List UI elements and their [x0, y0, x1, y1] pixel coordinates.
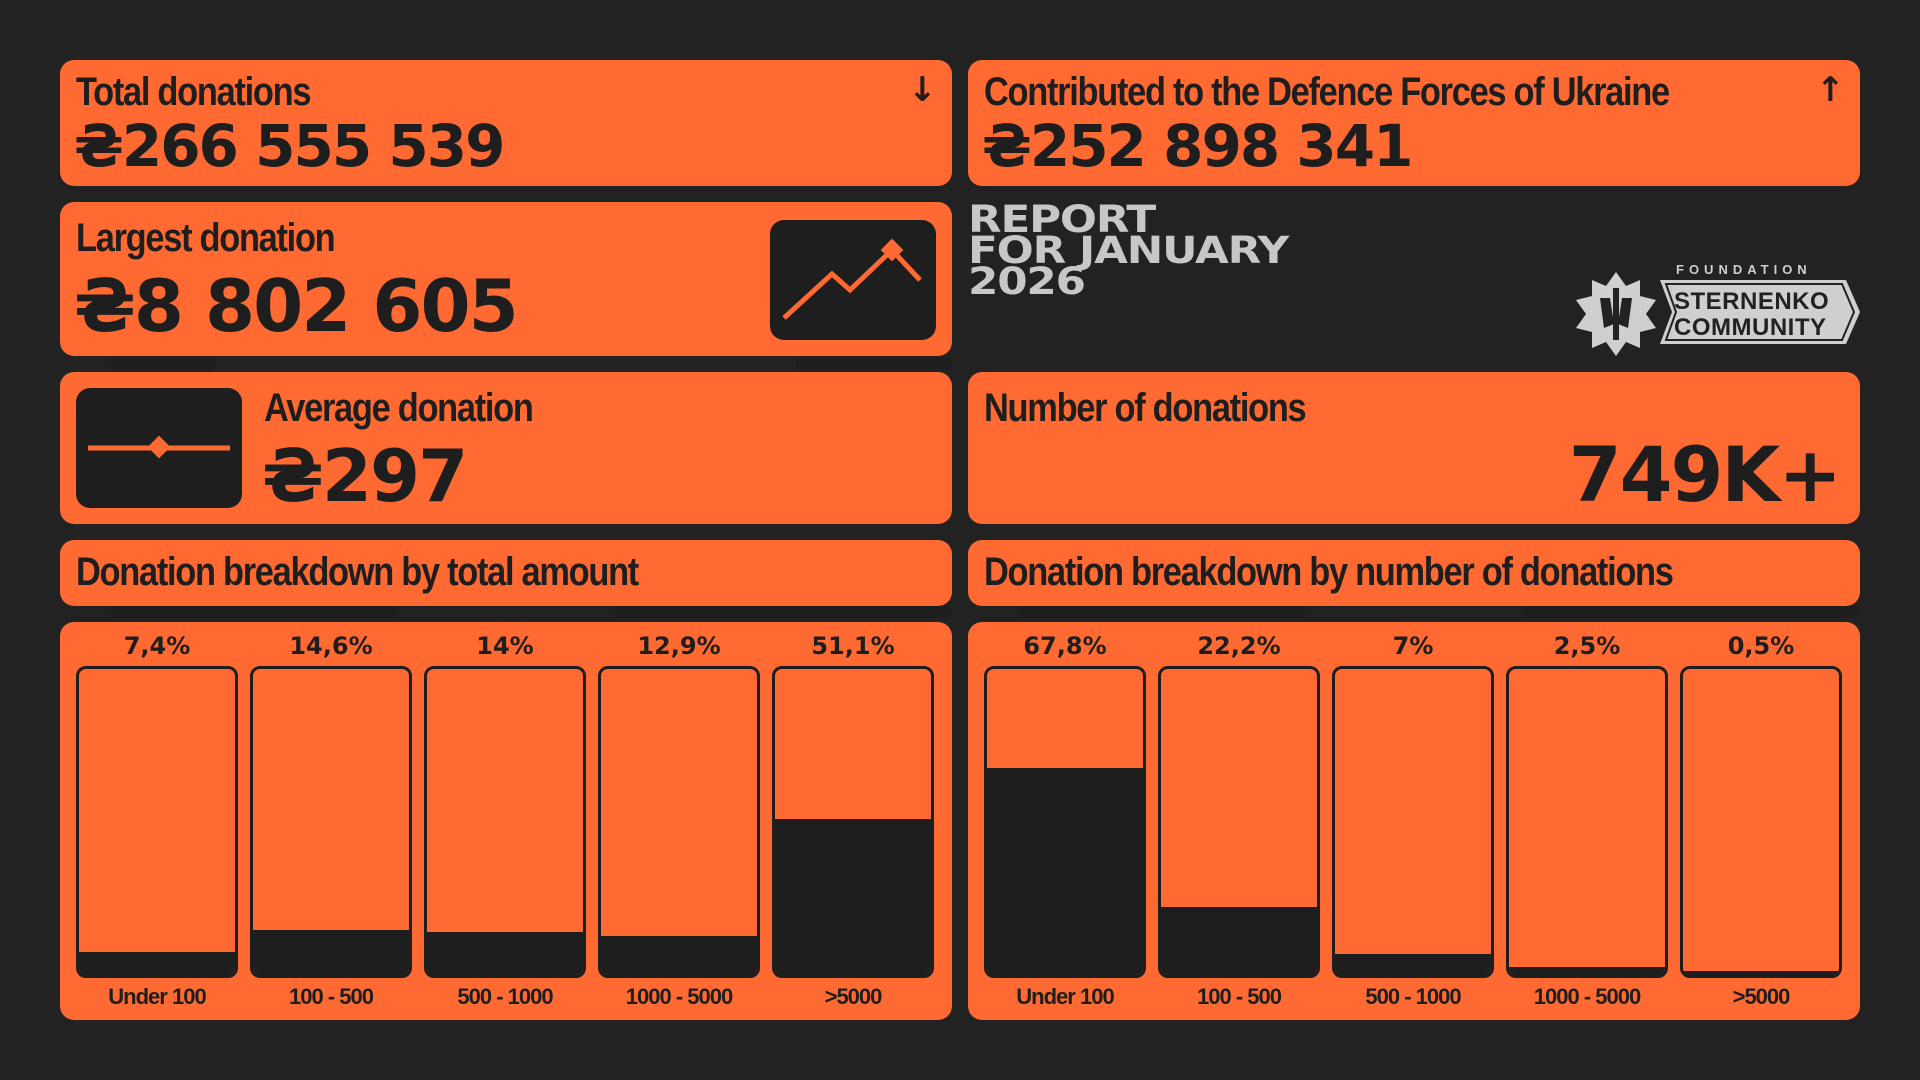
bar — [984, 666, 1146, 978]
chart1-header: Donation breakdown by total amount — [60, 540, 952, 606]
number-of-donations-value: 749K+ — [1568, 430, 1842, 519]
report-line-3: 2026 — [968, 260, 1086, 303]
bar-fill — [1683, 971, 1839, 975]
bar-category-label: Under 100 — [1016, 984, 1114, 1009]
logo-line-2: COMMUNITY — [1674, 314, 1827, 341]
total-donations-card: Total donations ₴266 555 539 ↓ — [60, 60, 952, 186]
average-donation-label: Average donation — [264, 386, 534, 430]
number-of-donations-card: Number of donations 749K+ — [968, 372, 1860, 524]
bar-fill — [1335, 953, 1491, 975]
bar-category-label: 100 - 500 — [289, 984, 374, 1009]
logo-foundation: FOUNDATION — [1676, 262, 1812, 277]
bar-fill — [1161, 907, 1317, 975]
tab-decoration — [1522, 606, 1860, 618]
bar-value-label: 0,5% — [1727, 632, 1795, 660]
bar-category-label: Under 100 — [108, 984, 206, 1009]
bar — [250, 666, 412, 978]
chart2-body: 67,8% Under 100 22,2% 100 - 500 7% 500 - 1000… — [968, 622, 1860, 1020]
report-line-2: FOR JANUARY — [968, 229, 1289, 272]
tab-decoration — [110, 606, 398, 618]
bar — [1506, 666, 1668, 978]
average-donation-value: ₴297 — [262, 434, 468, 518]
logo-line-1: STERNENKO — [1674, 288, 1830, 315]
sternenko-emblem-icon — [1576, 272, 1656, 356]
contributed-label: Contributed to the Defence Forces of Ukr… — [984, 70, 1670, 114]
tab-decoration — [110, 358, 216, 370]
total-donations-value: ₴266 555 539 — [74, 112, 505, 180]
bar — [1158, 666, 1320, 978]
bar-category-label: 500 - 1000 — [1365, 984, 1461, 1009]
tab-decoration — [614, 606, 952, 618]
chart2-title: Donation breakdown by number of donation… — [984, 550, 1674, 594]
bar-fill — [1509, 967, 1665, 975]
bar-category-label: 1000 - 5000 — [625, 984, 733, 1009]
bar — [1680, 666, 1842, 978]
bar-value-label: 22,2% — [1197, 632, 1281, 660]
bar-category-label: >5000 — [824, 984, 883, 1009]
bar-value-label: 14,6% — [289, 632, 373, 660]
bar-category-label: 500 - 1000 — [457, 984, 553, 1009]
chart1-title: Donation breakdown by total amount — [76, 550, 639, 594]
bar-category-label: 1000 - 5000 — [1533, 984, 1641, 1009]
bar-fill — [427, 932, 583, 975]
trend-line-icon — [770, 220, 936, 340]
bar — [1332, 666, 1494, 978]
bar-fill — [79, 952, 235, 975]
bar-fill — [987, 767, 1143, 975]
largest-donation-label: Largest donation — [76, 216, 336, 260]
bar-fill — [775, 818, 931, 975]
average-donation-card: Average donation ₴297 — [60, 372, 952, 524]
arrow-down-icon: ↓ — [908, 70, 937, 110]
bar-category-label: >5000 — [1732, 984, 1791, 1009]
bar-value-label: 12,9% — [637, 632, 721, 660]
chart2-header: Donation breakdown by number of donation… — [968, 540, 1860, 606]
arrow-up-icon: ↑ — [1816, 70, 1845, 110]
contributed-card: Contributed to the Defence Forces of Ukr… — [968, 60, 1860, 186]
bar-value-label: 14% — [476, 632, 534, 660]
bar — [424, 666, 586, 978]
bar-category-label: 100 - 500 — [1197, 984, 1282, 1009]
chart1-body: 7,4% Under 100 14,6% 100 - 500 14% 500 - 1000… — [60, 622, 952, 1020]
contributed-value: ₴252 898 341 — [982, 112, 1413, 180]
largest-donation-value: ₴8 802 605 — [74, 264, 519, 348]
bar-value-label: 51,1% — [811, 632, 895, 660]
bar-value-label: 67,8% — [1023, 632, 1107, 660]
sternenko-logo: FOUNDATION STERNENKO COMMUNITY — [1570, 258, 1870, 356]
report-title: REPORT FOR JANUARY 2026 — [968, 198, 1289, 303]
tab-decoration — [1018, 606, 1306, 618]
bar-fill — [253, 930, 409, 975]
bar-fill — [601, 935, 757, 975]
bar-value-label: 7% — [1392, 632, 1434, 660]
total-donations-label: Total donations — [76, 70, 311, 114]
slider-diamond-icon — [76, 388, 242, 508]
bar — [76, 666, 238, 978]
number-of-donations-label: Number of donations — [984, 386, 1307, 430]
tab-decoration — [796, 358, 952, 370]
bar — [598, 666, 760, 978]
report-line-1: REPORT — [968, 198, 1156, 241]
largest-donation-card: Largest donation ₴8 802 605 — [60, 202, 952, 356]
bar — [772, 666, 934, 978]
bar-value-label: 2,5% — [1553, 632, 1621, 660]
logo-banner — [1660, 280, 1860, 344]
bar-value-label: 7,4% — [123, 632, 191, 660]
